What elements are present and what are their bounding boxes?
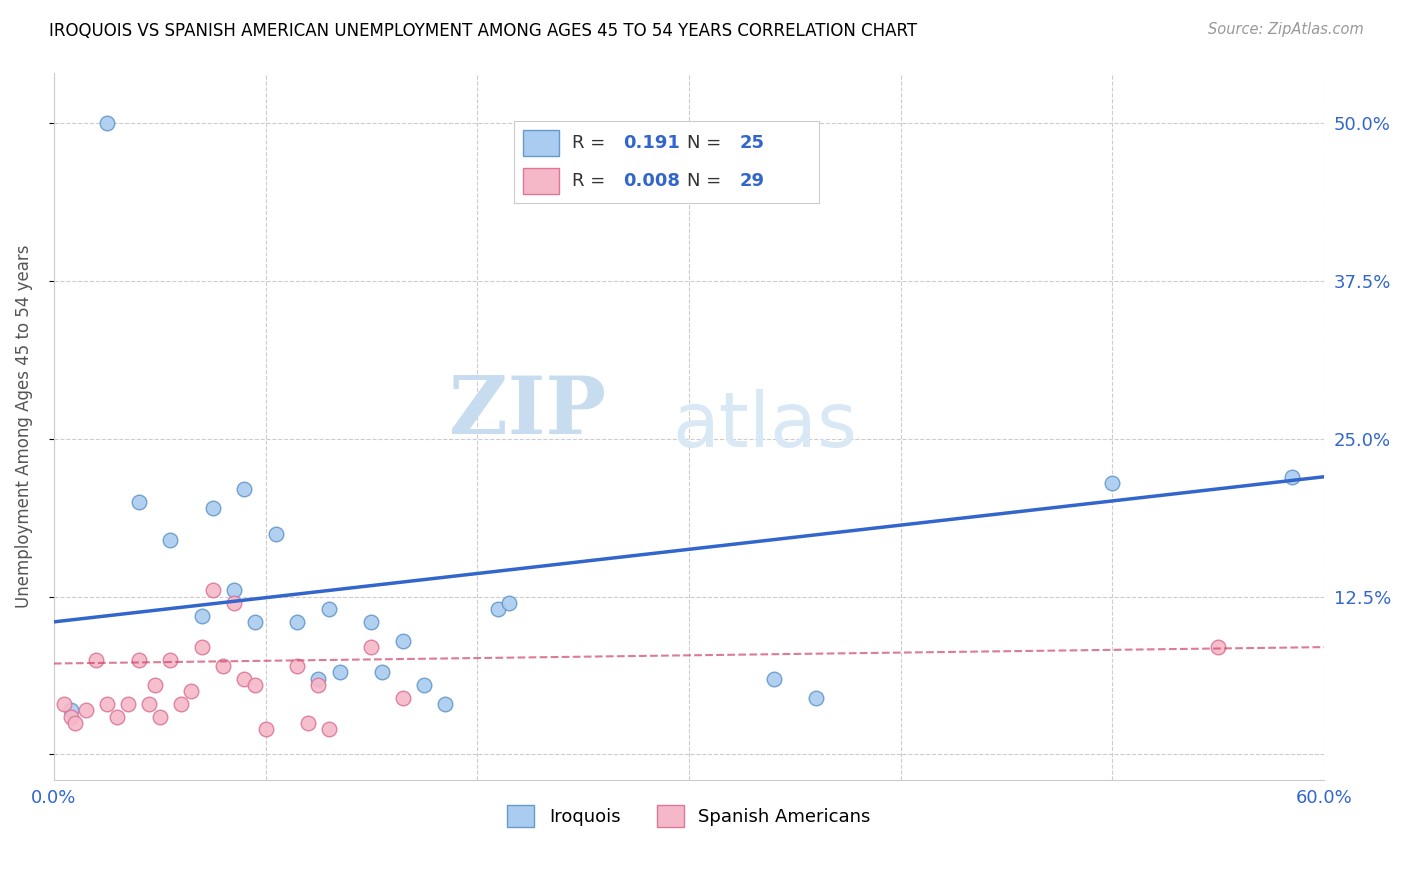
Point [59,709,82,723]
Point [170,697,193,711]
Point [149,709,172,723]
Point [105,709,128,723]
Point [804,690,827,705]
Text: N =: N = [688,134,721,152]
Point [128,653,150,667]
Point [371,665,394,680]
Point [307,672,329,686]
Text: 29: 29 [740,172,765,190]
Point [762,672,785,686]
Point [1281,469,1303,483]
Point [360,615,382,629]
Point [145,678,167,692]
Point [96,697,118,711]
FancyBboxPatch shape [523,168,560,194]
Text: atlas: atlas [672,389,858,463]
Point [191,640,214,654]
Point [75,703,97,717]
Point [96,116,118,130]
Point [243,678,266,692]
Text: Source: ZipAtlas.com: Source: ZipAtlas.com [1208,22,1364,37]
Point [128,495,150,509]
Text: R =: R = [571,172,605,190]
Point [138,697,160,711]
Point [297,715,319,730]
Text: ZIP: ZIP [450,373,606,451]
FancyBboxPatch shape [523,130,560,156]
Point [307,678,329,692]
Point [59,703,82,717]
Legend: Iroquois, Spanish Americans: Iroquois, Spanish Americans [501,797,877,834]
Point [63,715,86,730]
Point [233,483,256,497]
Point [180,684,202,698]
Point [285,659,308,673]
Point [159,533,181,547]
Point [84,653,107,667]
Point [243,615,266,629]
Y-axis label: Unemployment Among Ages 45 to 54 years: Unemployment Among Ages 45 to 54 years [15,244,32,608]
Point [212,659,235,673]
Text: R =: R = [571,134,605,152]
Text: 0.191: 0.191 [623,134,681,152]
Point [1206,640,1229,654]
Point [1101,476,1123,491]
Point [53,697,76,711]
Point [285,615,308,629]
Point [191,608,214,623]
Point [392,690,415,705]
Point [360,640,382,654]
Text: IROQUOIS VS SPANISH AMERICAN UNEMPLOYMENT AMONG AGES 45 TO 54 YEARS CORRELATION : IROQUOIS VS SPANISH AMERICAN UNEMPLOYMEN… [49,22,917,40]
Point [222,583,245,598]
Point [254,722,277,736]
Point [318,722,340,736]
Point [159,653,181,667]
Point [413,678,436,692]
Point [201,583,224,598]
Point [222,596,245,610]
Text: N =: N = [688,172,721,190]
Point [264,526,287,541]
Point [498,596,520,610]
Point [117,697,139,711]
Text: 25: 25 [740,134,765,152]
Point [318,602,340,616]
Point [434,697,457,711]
Point [233,672,256,686]
Point [329,665,352,680]
Point [201,501,224,516]
Point [486,602,509,616]
Text: 0.008: 0.008 [623,172,681,190]
Point [392,633,415,648]
